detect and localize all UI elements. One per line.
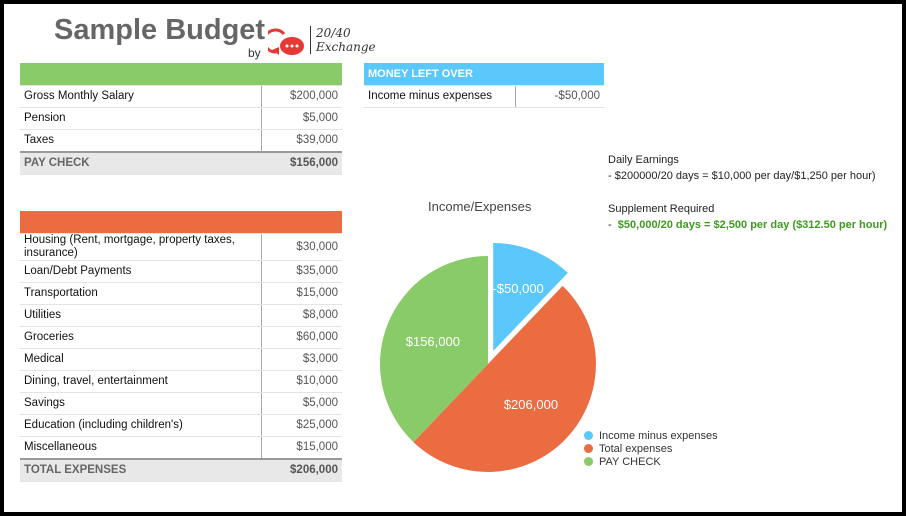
total-label: TOTAL EXPENSES (20, 457, 262, 482)
legend-swatch (584, 444, 593, 453)
chart-title: Income/Expenses (428, 199, 532, 214)
supplement-note: Supplement Required - $50,000/20 days = … (608, 203, 888, 231)
table-row: Loan/Debt Payments $35,000 (20, 260, 342, 283)
row-label: Utilities (20, 304, 262, 327)
row-label: Groceries (20, 326, 262, 349)
row-value: $8,000 (261, 304, 342, 327)
income-table: Gross Monthly Salary $200,000 Pension $5,00… (20, 63, 342, 175)
row-label: Medical (20, 348, 262, 371)
row-label: Taxes (20, 129, 262, 152)
total-row: TOTAL EXPENSES $206,000 (20, 457, 342, 482)
row-label: Pension (20, 107, 262, 130)
money-left-label: Income minus expenses (364, 85, 516, 108)
row-value: $39,000 (261, 129, 342, 152)
money-left-title: MONEY LEFT OVER (364, 63, 604, 86)
row-value: $35,000 (261, 260, 342, 283)
table-row: Groceries $60,000 (20, 326, 342, 349)
pie-slice (380, 256, 488, 443)
legend-item: Total expenses (584, 443, 718, 456)
row-value: $15,000 (261, 436, 342, 459)
row-value: $60,000 (261, 326, 342, 349)
table-row: Miscellaneous $15,000 (20, 436, 342, 459)
slice-label: $206,000 (504, 397, 558, 412)
table-row: Taxes $39,000 (20, 129, 342, 152)
page-title: Sample Budget (54, 14, 266, 46)
row-label: Education (including children's) (20, 414, 262, 437)
total-value: $156,000 (261, 150, 342, 175)
row-value: $15,000 (261, 282, 342, 305)
slice-label: $156,000 (406, 334, 460, 349)
total-label: PAY CHECK (20, 150, 262, 175)
table-row: Education (including children's) $25,000 (20, 414, 342, 437)
money-left-table: MONEY LEFT OVER Income minus expenses -$… (364, 63, 604, 108)
pie-slice (413, 285, 596, 472)
row-label: Gross Monthly Salary (20, 85, 262, 108)
income-header (20, 63, 342, 86)
logo-text: 20/40 Exchange (310, 26, 376, 54)
row-label: Housing (Rent, mortgage, property taxes,… (20, 233, 262, 261)
expenses-header (20, 211, 342, 234)
row-value: $25,000 (261, 414, 342, 437)
row-label: Miscellaneous (20, 436, 262, 459)
budget-page: Sample Budget by 20/40 Exchange Gross Mon… (4, 4, 902, 512)
table-row: Gross Monthly Salary $200,000 (20, 85, 342, 108)
pie-chart: -$50,000 $206,000 $156,000 (380, 243, 596, 472)
legend-swatch (584, 431, 593, 440)
row-label: Savings (20, 392, 262, 415)
table-row: Housing (Rent, mortgage, property taxes,… (20, 233, 342, 261)
daily-earnings-note: Daily Earnings - $200000/20 days = $10,0… (608, 154, 876, 182)
chart-legend: Income minus expenses Total expenses PAY C… (584, 430, 718, 469)
row-label: Dining, travel, entertainment (20, 370, 262, 393)
table-row: Dining, travel, entertainment $10,000 (20, 370, 342, 393)
legend-item: PAY CHECK (584, 456, 718, 469)
pie-slice (493, 243, 568, 352)
table-row: Savings $5,000 (20, 392, 342, 415)
row-value: $3,000 (261, 348, 342, 371)
row-value: $10,000 (261, 370, 342, 393)
table-row: Medical $3,000 (20, 348, 342, 371)
row-label: Transportation (20, 282, 262, 305)
total-value: $206,000 (261, 457, 342, 482)
row-value: $5,000 (261, 392, 342, 415)
table-row: Pension $5,000 (20, 107, 342, 130)
row-value: $200,000 (261, 85, 342, 108)
row-label: Loan/Debt Payments (20, 260, 262, 283)
table-row: Utilities $8,000 (20, 304, 342, 327)
slice-label: -$50,000 (492, 281, 543, 296)
total-row: PAY CHECK $156,000 (20, 150, 342, 175)
legend-item: Income minus expenses (584, 430, 718, 443)
row-value: $5,000 (261, 107, 342, 130)
legend-swatch (584, 457, 593, 466)
money-left-value: -$50,000 (515, 85, 604, 108)
table-row: Transportation $15,000 (20, 282, 342, 305)
row-value: $30,000 (261, 233, 342, 261)
by-label: by (248, 46, 261, 60)
chat-bubble-logo-icon (268, 28, 304, 55)
expenses-table: Housing (Rent, mortgage, property taxes,… (20, 211, 342, 482)
